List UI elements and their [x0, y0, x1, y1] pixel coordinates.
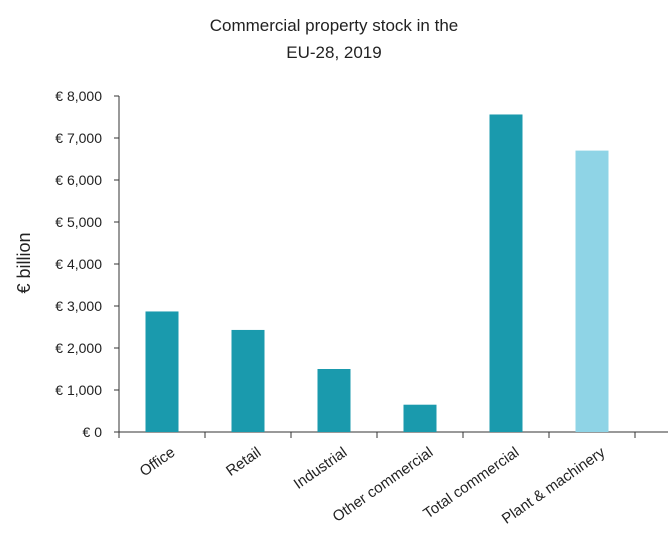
y-tick-label: € 5,000	[55, 214, 102, 230]
y-tick-label: € 4,000	[55, 256, 102, 272]
bar	[489, 114, 523, 432]
y-tick-label: € 0	[83, 424, 103, 440]
x-tick-label: Industrial	[291, 444, 351, 493]
y-tick-label: € 7,000	[55, 130, 102, 146]
chart-title: Commercial property stock in the EU-28, …	[0, 12, 668, 66]
chart-title-line-2: EU-28, 2019	[286, 43, 382, 62]
y-tick-label: € 2,000	[55, 340, 102, 356]
x-tick-label: Office	[137, 444, 179, 480]
y-tick-label: € 8,000	[55, 88, 102, 104]
bar	[317, 369, 351, 432]
bar	[145, 311, 179, 432]
y-tick-label: € 6,000	[55, 172, 102, 188]
bars	[145, 114, 609, 432]
bar	[231, 329, 265, 432]
y-axis: € 0 € 1,000 € 2,000 € 3,000 € 4,000 € 5,000 € …	[55, 88, 120, 440]
chart-title-line-1: Commercial property stock in the	[209, 16, 459, 35]
bar	[575, 150, 609, 432]
y-tick-label: € 1,000	[55, 382, 102, 398]
y-axis-title: € billion	[14, 232, 34, 293]
y-tick-label: € 3,000	[55, 298, 102, 314]
x-tick-label: Retail	[223, 444, 264, 480]
bar	[403, 404, 437, 432]
